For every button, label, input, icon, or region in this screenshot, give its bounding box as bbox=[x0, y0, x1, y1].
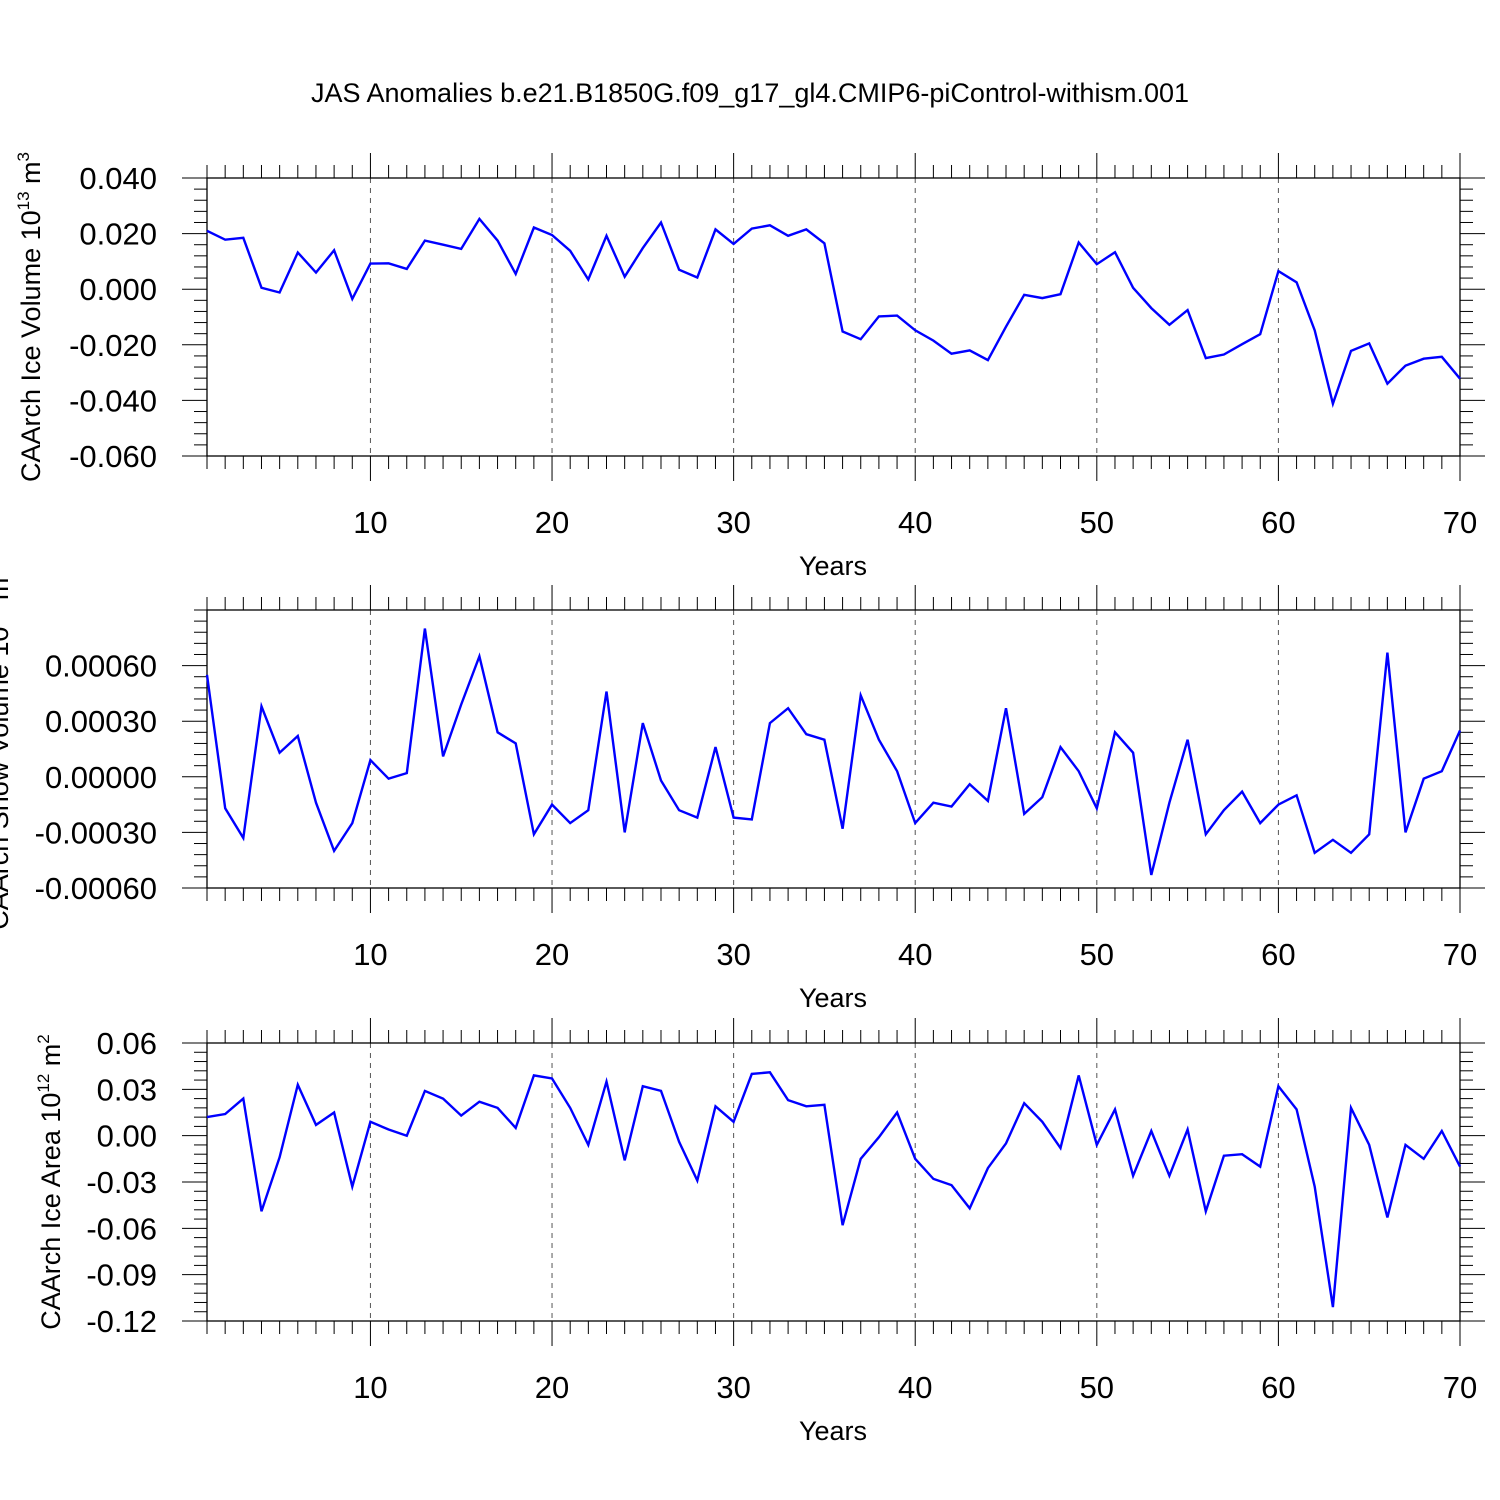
y-axis-label: CAArch Ice Volume 1013 m3 bbox=[14, 152, 46, 482]
y-tick-label: -0.09 bbox=[86, 1258, 157, 1293]
y-tick-label: -0.020 bbox=[69, 328, 157, 363]
y-tick-label: 0.000 bbox=[79, 272, 157, 307]
panel-ice-area: 0.06 0.03 0.00 -0.03 -0.06 -0.09 -0.12 10 20 30 40… bbox=[34, 1018, 1485, 1446]
y-tick-label: 0.040 bbox=[79, 161, 157, 196]
plot-frame bbox=[206, 177, 1461, 457]
y-tick-label: -0.03 bbox=[86, 1165, 157, 1200]
y-tick-label: 0.03 bbox=[97, 1072, 157, 1107]
panel-ice-volume: 0.040 0.020 0.000 -0.020 -0.040 -0.060 10 20 30 4… bbox=[14, 152, 1485, 581]
x-tick-label: 20 bbox=[535, 937, 569, 972]
y-tick-label: 0.00030 bbox=[45, 704, 157, 739]
panel-snow-volume: 0.00060 0.00030 0.00000 -0.00030 -0.00060 10 2… bbox=[0, 568, 1485, 1013]
x-axis-label: Years bbox=[799, 551, 867, 581]
x-tick-label: 50 bbox=[1080, 1370, 1114, 1405]
x-tick-label: 30 bbox=[716, 1370, 750, 1405]
y-tick-label: -0.06 bbox=[86, 1211, 157, 1246]
x-tick-label: 70 bbox=[1443, 1370, 1477, 1405]
x-tick-label: 30 bbox=[716, 937, 750, 972]
x-tick-label: 10 bbox=[353, 937, 387, 972]
y-tick-label: 0.00000 bbox=[45, 760, 157, 795]
x-tick-label: 60 bbox=[1261, 1370, 1295, 1405]
y-tick-label: -0.00060 bbox=[35, 871, 157, 906]
x-tick-label: 10 bbox=[353, 505, 387, 540]
x-tick-label: 50 bbox=[1080, 937, 1114, 972]
x-tick-label: 70 bbox=[1443, 505, 1477, 540]
x-tick-label: 40 bbox=[898, 505, 932, 540]
series-line bbox=[206, 216, 1461, 408]
chart-title: JAS Anomalies b.e21.B1850G.f09_g17_gl4.C… bbox=[311, 78, 1189, 108]
y-tick-label: -0.12 bbox=[86, 1304, 157, 1339]
y-tick-label: 0.00 bbox=[97, 1119, 157, 1154]
y-tick-label: -0.060 bbox=[69, 439, 157, 474]
y-tick-label: 0.020 bbox=[79, 217, 157, 252]
x-tick-label: 20 bbox=[535, 505, 569, 540]
x-axis-label: Years bbox=[799, 1416, 867, 1446]
x-tick-label: 50 bbox=[1080, 505, 1114, 540]
y-axis-label: CAArch Snow Volume 1013 m3 bbox=[0, 568, 14, 930]
plot-frame bbox=[206, 1042, 1461, 1322]
x-tick-label: 30 bbox=[716, 505, 750, 540]
series-line bbox=[205, 628, 1462, 876]
x-tick-label: 60 bbox=[1261, 505, 1295, 540]
x-tick-label: 10 bbox=[353, 1370, 387, 1405]
y-tick-label: -0.00030 bbox=[35, 815, 157, 850]
plot-frame bbox=[206, 609, 1461, 889]
x-tick-label: 40 bbox=[898, 937, 932, 972]
y-tick-label: 0.06 bbox=[97, 1026, 157, 1061]
x-tick-label: 70 bbox=[1443, 937, 1477, 972]
y-tick-label: -0.040 bbox=[69, 383, 157, 418]
series-line bbox=[206, 1071, 1462, 1308]
x-axis-label: Years bbox=[799, 983, 867, 1013]
x-tick-label: 60 bbox=[1261, 937, 1295, 972]
y-axis-label: CAArch Ice Area 1012 m2 bbox=[34, 1034, 66, 1330]
x-tick-label: 20 bbox=[535, 1370, 569, 1405]
x-tick-label: 40 bbox=[898, 1370, 932, 1405]
y-tick-label: 0.00060 bbox=[45, 649, 157, 684]
